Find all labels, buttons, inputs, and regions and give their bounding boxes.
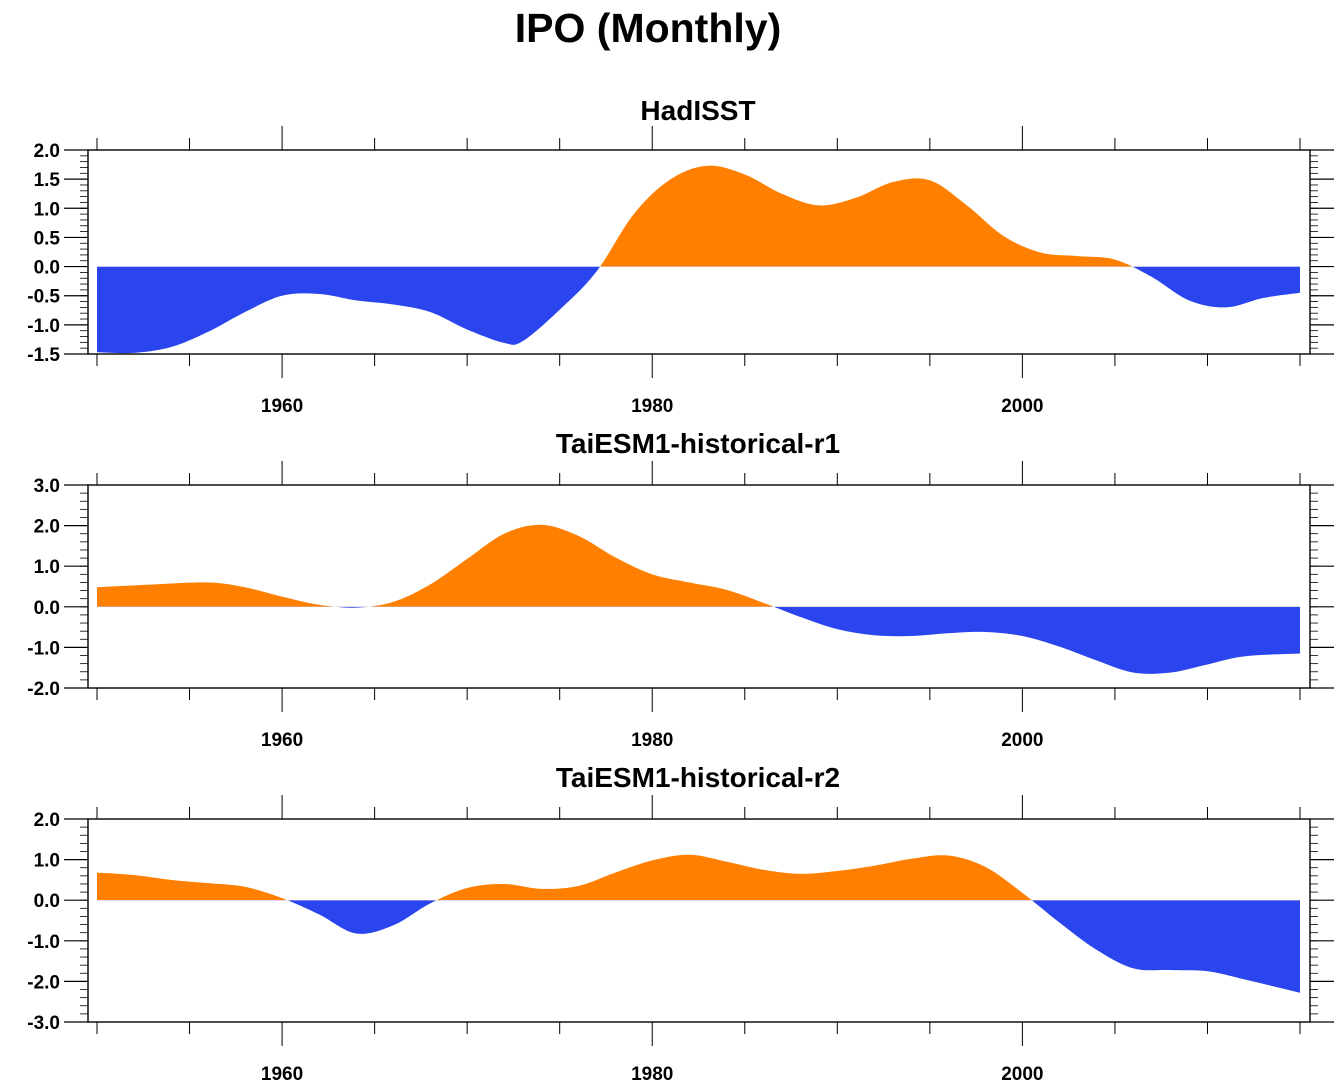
- negative-area: [287, 900, 1300, 993]
- panel-taiesm1-r2: TaiESM1-historical-r2 -3.0 -2.0 -1.0 0.0 1.0 2…: [27, 762, 1334, 1085]
- ytick-label: 0.0: [34, 598, 60, 619]
- ytick-label: 2.0: [34, 141, 60, 162]
- ytick-label: -2.0: [27, 679, 60, 700]
- xtick-label: 1960: [261, 396, 303, 417]
- figure-title: IPO (Monthly): [515, 5, 781, 51]
- panel-title: TaiESM1-historical-r2: [556, 762, 840, 793]
- ytick-label: -2.0: [27, 972, 60, 993]
- xtick-label: 1980: [631, 1064, 673, 1085]
- ytick-label: 3.0: [34, 476, 60, 497]
- negative-area: [97, 266, 1300, 354]
- ytick-label: -1.5: [27, 345, 60, 366]
- ytick-label: 0.0: [34, 891, 60, 912]
- plot-frame: [87, 818, 1311, 1023]
- ytick-label: 0.0: [34, 258, 60, 279]
- xtick-label: 2000: [1001, 730, 1043, 751]
- ytick-label: -3.0: [27, 1013, 60, 1034]
- ytick-label: -1.0: [27, 316, 60, 337]
- ytick-label: 1.0: [34, 199, 60, 220]
- xtick-label: 1980: [631, 396, 673, 417]
- ytick-label: -0.5: [27, 287, 60, 308]
- panel-title: TaiESM1-historical-r1: [556, 428, 840, 459]
- ytick-label: 1.0: [34, 557, 60, 578]
- xtick-label: 1960: [261, 730, 303, 751]
- ytick-label: -1.0: [27, 638, 60, 659]
- plot-frame: [87, 149, 1311, 355]
- ytick-label: -1.0: [27, 932, 60, 953]
- xtick-label: 2000: [1001, 1064, 1043, 1085]
- panel-title: HadISST: [640, 95, 755, 126]
- ytick-label: 0.5: [34, 228, 61, 249]
- xtick-label: 1960: [261, 1064, 303, 1085]
- negative-area: [97, 606, 1300, 674]
- positive-area: [97, 524, 1300, 607]
- ytick-label: 2.0: [34, 810, 60, 831]
- xtick-label: 2000: [1001, 396, 1043, 417]
- positive-area: [97, 854, 1032, 901]
- positive-area: [97, 165, 1300, 267]
- ytick-label: 2.0: [34, 517, 60, 538]
- plot-frame: [87, 484, 1311, 689]
- panel-hadisst: HadISST -1.5 -1.0 -0.5 0.0 0.5 1.0 1.5 2.0 1960 19…: [27, 95, 1334, 417]
- ytick-label: 1.0: [34, 851, 60, 872]
- panel-taiesm1-r1: TaiESM1-historical-r1 -2.0 -1.0 0.0 1.0 2.0 3.…: [27, 428, 1334, 751]
- ytick-label: 1.5: [34, 170, 61, 191]
- xtick-label: 1980: [631, 730, 673, 751]
